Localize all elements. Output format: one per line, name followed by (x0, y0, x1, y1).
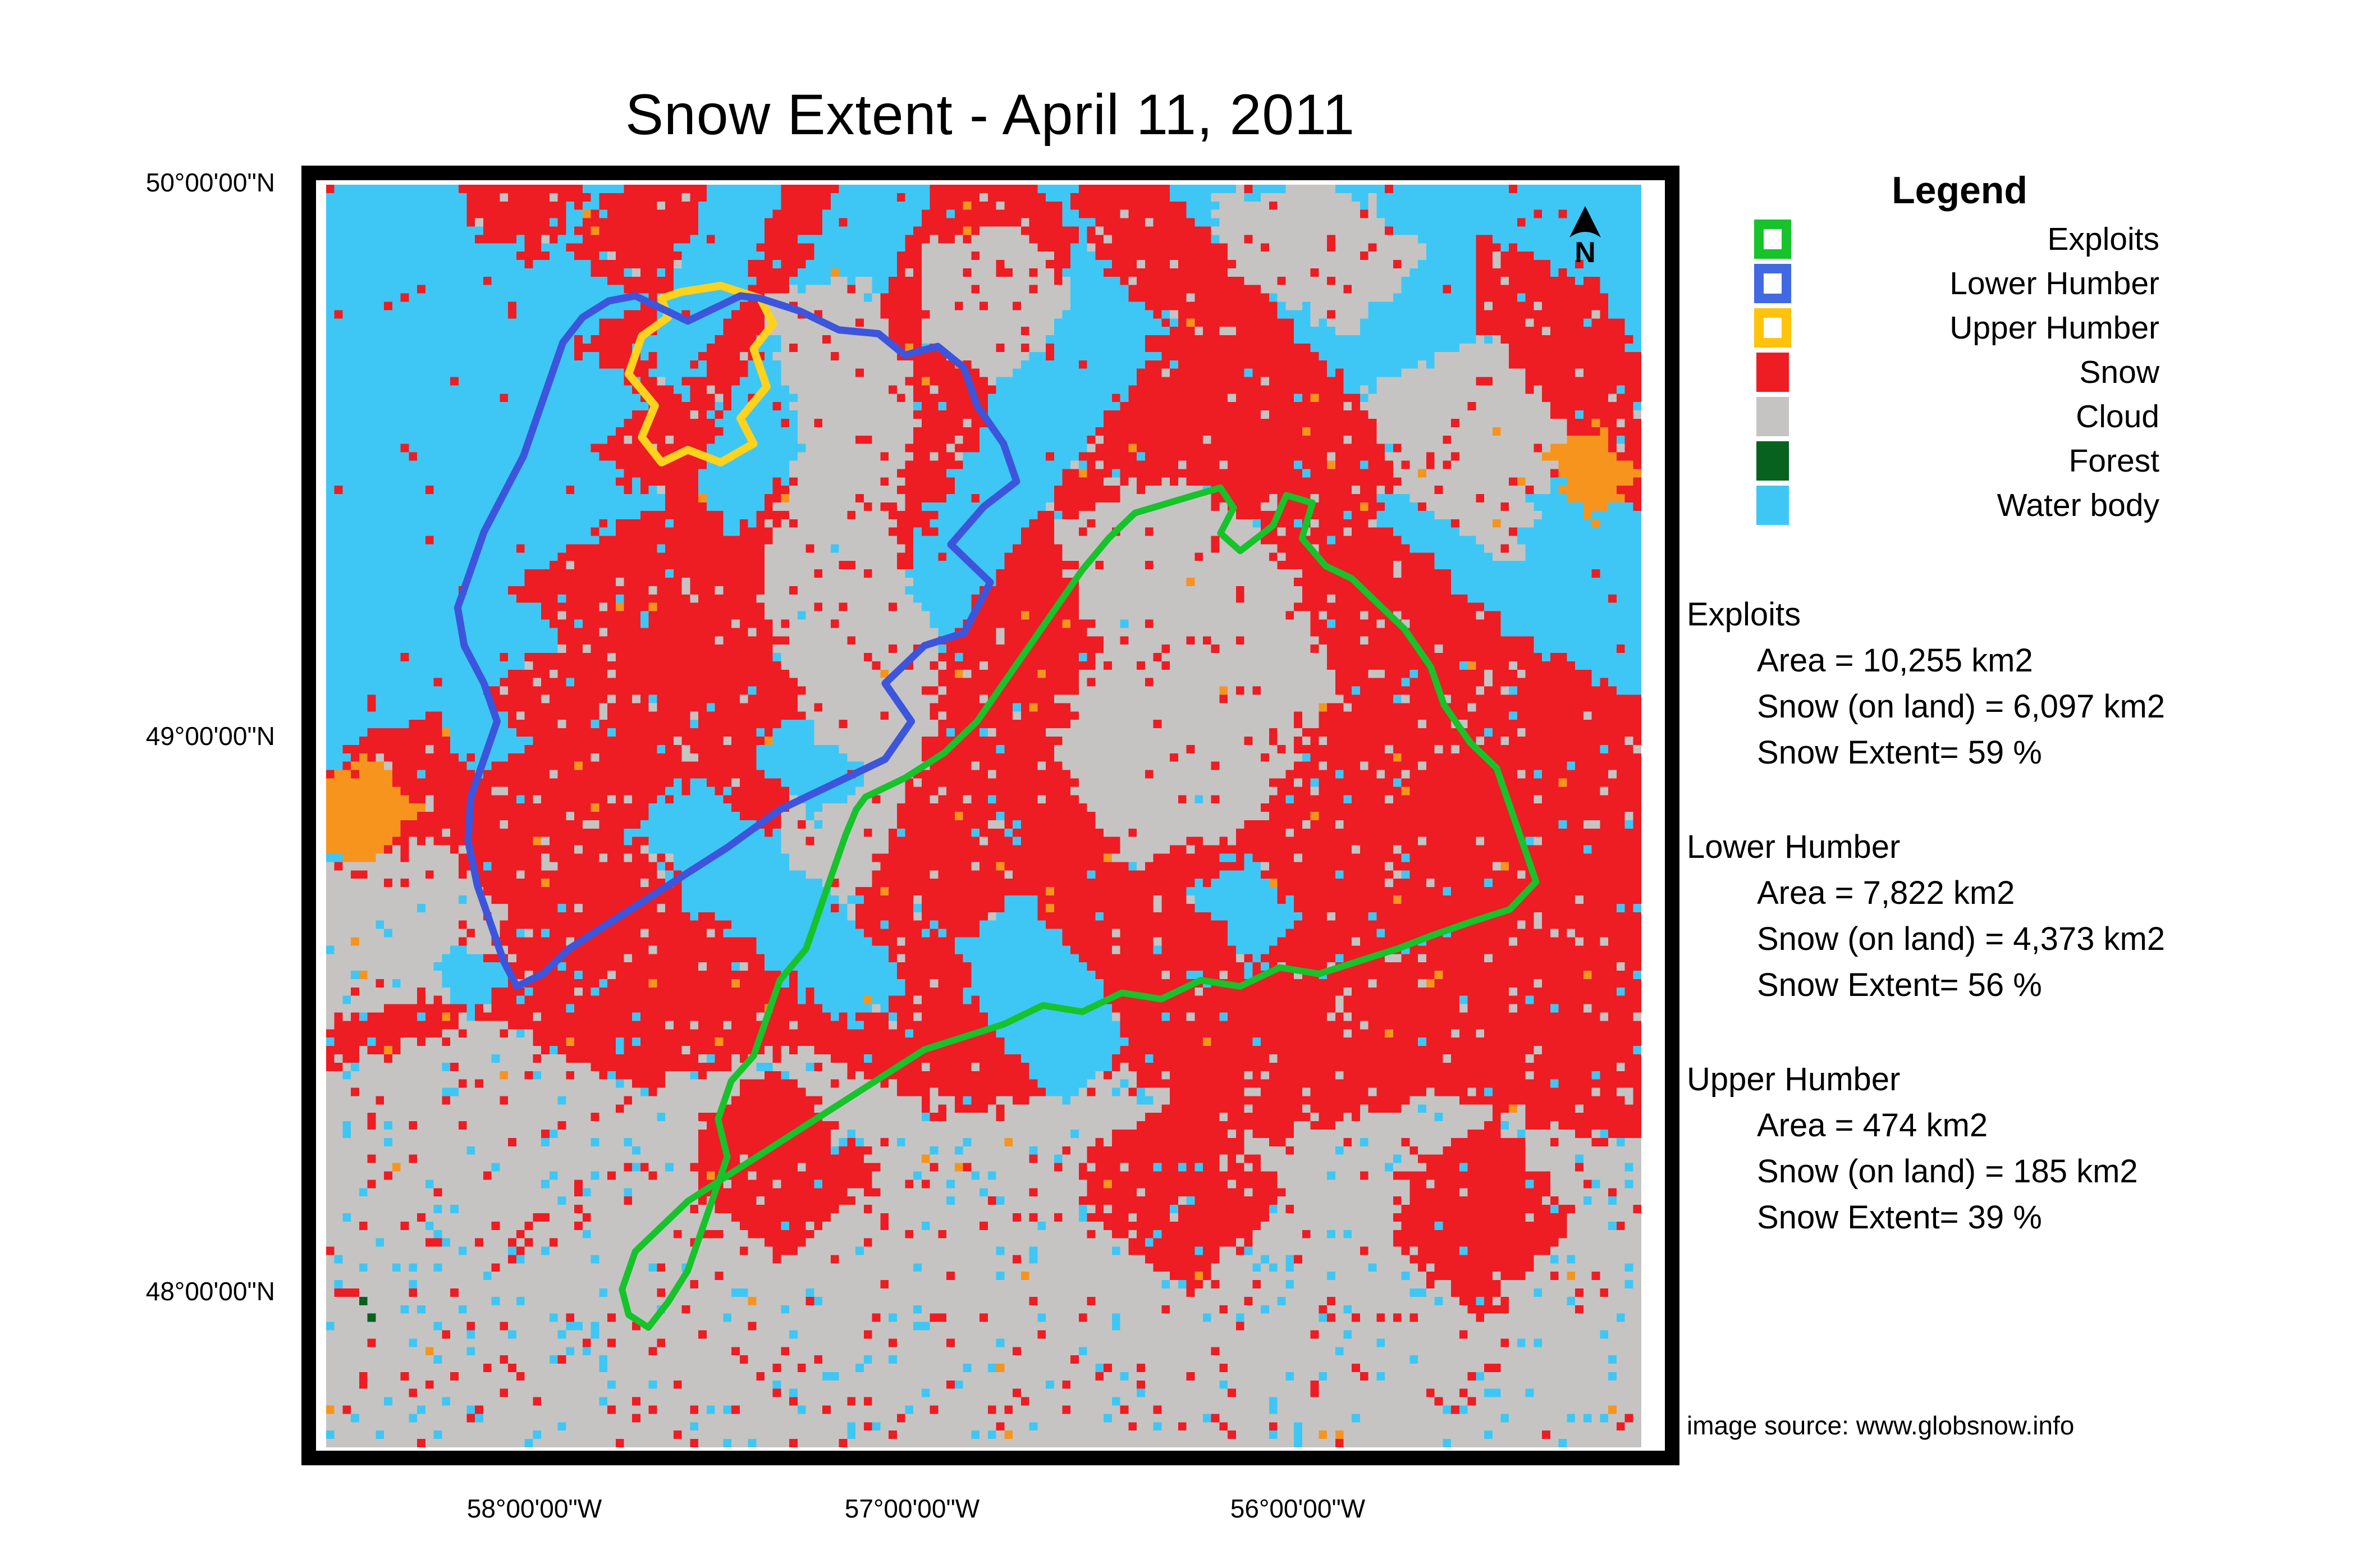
legend-label: Forest (2068, 442, 2159, 479)
legend-label: Upper Humber (1949, 309, 2159, 346)
page-title: Snow Extent - April 11, 2011 (625, 83, 1355, 147)
lat-label-50n: 50°00'00"N (145, 168, 275, 197)
legend-row-water-body: Water body (1754, 483, 2159, 527)
legend-row-exploits: Exploits (1754, 217, 2159, 261)
legend-row-upper-humber: Upper Humber (1754, 305, 2159, 350)
exploits-outline-swatch (1754, 219, 1791, 259)
legend-label: Water body (1997, 487, 2159, 523)
north-arrow-icon (1569, 206, 1601, 237)
stats-snow-extent: Snow Extent= 59 % (1757, 734, 2042, 771)
stats-snow-extent: Snow Extent= 56 % (1757, 967, 2042, 1003)
lon-label-57w: 57°00'00"W (844, 1494, 980, 1523)
legend-label: Cloud (2076, 398, 2159, 435)
lon-label-56w: 56°00'00"W (1230, 1494, 1366, 1523)
lat-label-48n: 48°00'00"N (145, 1277, 275, 1306)
exploits-outline (619, 484, 1540, 1331)
stats-header: Upper Humber (1687, 1061, 1901, 1098)
stats-snow-extent: Snow Extent= 39 % (1757, 1199, 2042, 1236)
stats-area: Area = 7,822 km2 (1757, 875, 2015, 911)
legend-label: Exploits (2047, 221, 2159, 257)
legend-row-cloud: Cloud (1754, 394, 2159, 438)
forest-swatch (1756, 441, 1789, 481)
map-inner-margin: N (316, 180, 1665, 1451)
cloud-swatch (1756, 396, 1789, 436)
stats-area: Area = 474 km2 (1757, 1107, 1988, 1144)
stats-block-upper-humber: Upper Humber Area = 474 km2 Snow (on lan… (1687, 1057, 2360, 1241)
snow-swatch (1756, 352, 1789, 392)
lon-label-58w: 58°00'00"W (466, 1494, 602, 1523)
lat-label-49n: 49°00'00"N (145, 721, 275, 751)
upper-humber-outline-swatch (1754, 308, 1791, 348)
legend-title: Legend (1892, 169, 2027, 212)
stats-header: Lower Humber (1687, 829, 1901, 865)
legend: Exploits Lower Humber Upper Humber Snow … (1754, 217, 2159, 527)
stats-area: Area = 10,255 km2 (1757, 642, 2033, 679)
north-arrow: N (1563, 206, 1608, 269)
lower-humber-outline (454, 292, 1020, 990)
lower-humber-outline-swatch (1754, 263, 1791, 303)
stats-snow-on-land: Snow (on land) = 4,373 km2 (1757, 921, 2166, 957)
water-body-swatch (1756, 485, 1789, 525)
legend-row-lower-humber: Lower Humber (1754, 261, 2159, 305)
legend-label: Lower Humber (1949, 265, 2159, 301)
north-arrow-label: N (1575, 236, 1596, 269)
stats-block-exploits: Exploits Area = 10,255 km2 Snow (on land… (1687, 592, 2360, 776)
legend-row-forest: Forest (1754, 438, 2159, 483)
legend-row-snow: Snow (1754, 350, 2159, 394)
map-content: N (326, 185, 1641, 1447)
map-frame: N (301, 166, 1679, 1465)
stats-block-lower-humber: Lower Humber Area = 7,822 km2 Snow (on l… (1687, 824, 2360, 1008)
stats-snow-on-land: Snow (on land) = 6,097 km2 (1757, 688, 2166, 725)
image-source: image source: www.globsnow.info (1687, 1411, 2075, 1440)
watershed-outlines (454, 281, 1540, 1331)
stats-snow-on-land: Snow (on land) = 185 km2 (1757, 1153, 2138, 1190)
upper-humber-outline (624, 281, 777, 467)
legend-label: Snow (2079, 354, 2159, 390)
stats-header: Exploits (1687, 596, 1801, 633)
